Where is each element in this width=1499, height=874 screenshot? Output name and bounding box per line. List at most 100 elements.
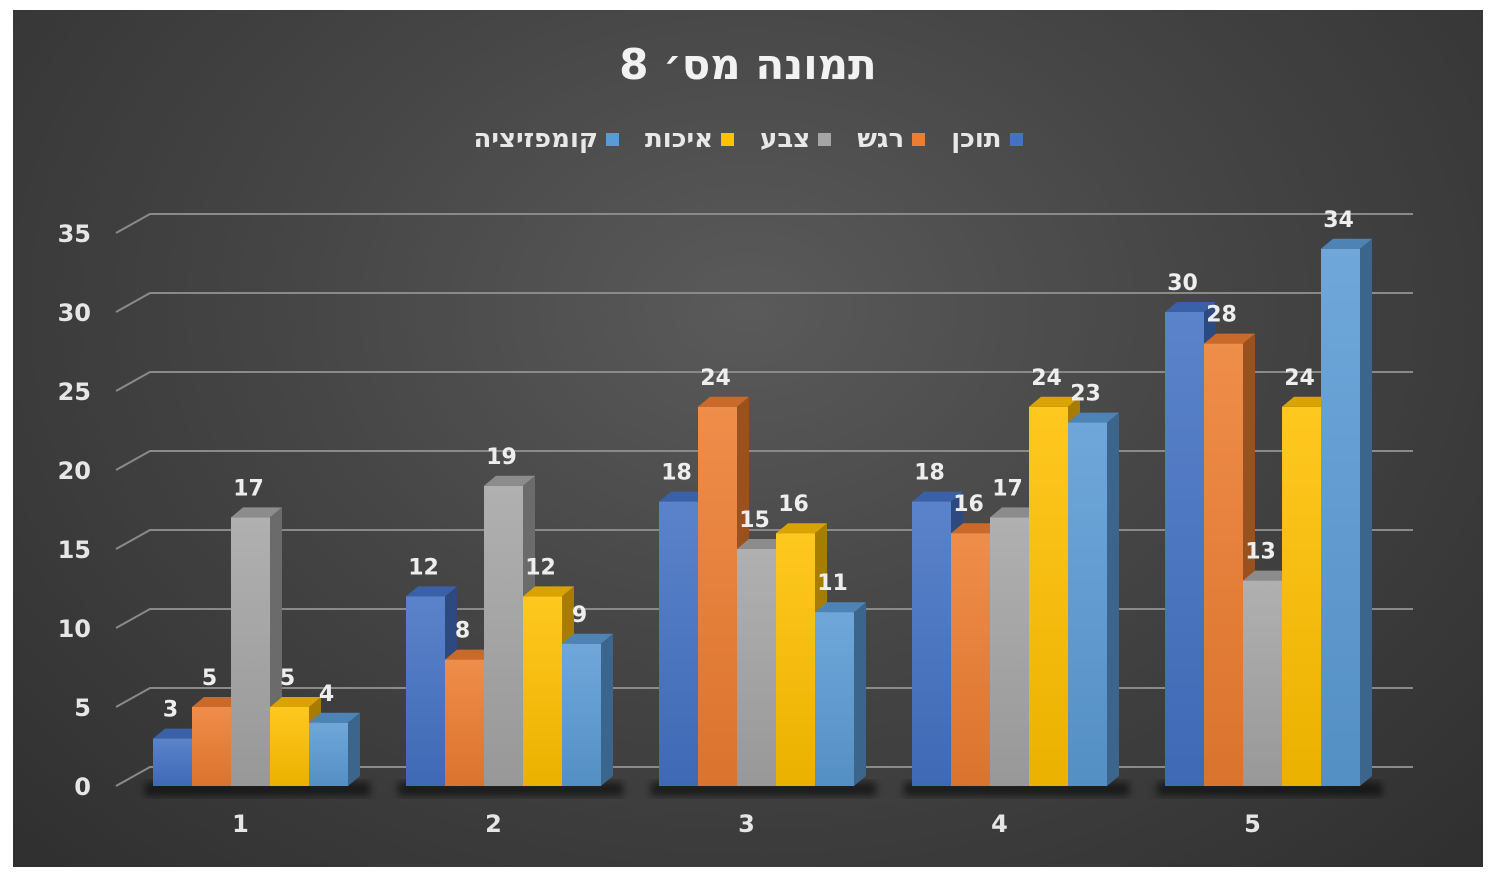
y-tick-label: 0: [74, 773, 91, 801]
x-tick-label: 5: [1244, 810, 1261, 838]
bar-front: [737, 549, 776, 786]
bar-top: [737, 539, 788, 549]
gridline: [115, 292, 1413, 313]
legend-item: תוכן: [951, 124, 1023, 154]
data-label: 15: [739, 508, 770, 533]
bar-top: [231, 507, 282, 518]
data-label: 16: [778, 492, 809, 517]
bar-front: [562, 643, 601, 786]
bar-top: [815, 602, 866, 613]
legend-item: קומפזיציה: [473, 124, 620, 154]
legend-item: צבע: [760, 124, 832, 154]
gridline: [115, 213, 1413, 234]
bar-top: [1321, 238, 1372, 249]
bar-front: [270, 707, 309, 786]
y-tick-label: 15: [58, 536, 91, 564]
legend-swatch: [1009, 132, 1023, 146]
bar: [231, 507, 282, 786]
legend-label: איכות: [645, 124, 714, 154]
bar-front: [1029, 406, 1068, 786]
data-label: 19: [486, 445, 517, 470]
bar: [815, 602, 866, 786]
chart-area: תמונה מס׳ 8 תוכן רגש צבע איכות קומפזיציה 0 5 1…: [13, 10, 1483, 867]
data-label: 12: [525, 555, 556, 580]
bar-side: [1360, 238, 1372, 787]
bar-top: [698, 396, 749, 407]
data-label: 28: [1206, 303, 1237, 328]
legend-item: איכות: [645, 124, 735, 154]
bar-front: [484, 485, 523, 786]
bar-top: [776, 523, 827, 534]
data-label: 17: [992, 476, 1023, 501]
bar-top: [445, 649, 496, 660]
bar-top: [270, 697, 321, 707]
legend-swatch: [912, 132, 926, 146]
bar-front: [776, 533, 815, 786]
y-tick-label: 30: [58, 299, 91, 327]
bar: [309, 712, 360, 786]
legend-label: צבע: [760, 124, 811, 154]
bar-top: [309, 712, 360, 723]
bar-top: [912, 491, 963, 502]
bar-front: [1243, 580, 1282, 786]
y-tick-label: 35: [58, 220, 91, 248]
bar-front: [309, 722, 348, 786]
bar-front: [1204, 343, 1243, 786]
legend-label: רגש: [857, 124, 905, 154]
legend-label: תוכן: [951, 124, 1002, 154]
legend-label: קומפזיציה: [473, 124, 599, 154]
bar-side: [854, 602, 866, 786]
gridline: [115, 371, 1413, 392]
bar-top: [1282, 396, 1333, 407]
y-tick-label: 5: [74, 694, 91, 722]
bar-front: [231, 517, 270, 786]
y-tick-label: 25: [58, 378, 91, 406]
x-tick-label: 1: [232, 810, 249, 838]
bar: [1068, 412, 1119, 786]
bar-top: [484, 475, 535, 486]
bar-front: [659, 501, 698, 786]
bar-front: [1282, 406, 1321, 786]
data-label: 3: [163, 698, 178, 723]
data-label: 5: [202, 666, 217, 691]
bar-top: [153, 728, 204, 739]
legend-swatch: [818, 132, 832, 146]
data-label: 9: [572, 603, 587, 628]
data-label: 17: [233, 476, 264, 501]
data-label: 30: [1167, 271, 1198, 296]
data-label: 24: [1031, 366, 1062, 391]
x-tick-label: 2: [485, 810, 502, 838]
bar-front: [192, 707, 231, 786]
bar-top: [990, 507, 1041, 518]
y-tick-label: 20: [58, 457, 91, 485]
data-label: 5: [280, 666, 295, 691]
data-label: 12: [408, 555, 439, 580]
bar-side: [601, 633, 613, 786]
x-tick-label: 4: [991, 810, 1008, 838]
bar-front: [1068, 422, 1107, 786]
bar-top: [192, 697, 243, 707]
bar-top: [1204, 333, 1255, 344]
data-label: 18: [914, 461, 945, 486]
bar-top: [1029, 396, 1080, 407]
bar: [1321, 238, 1372, 787]
bar: [562, 633, 613, 786]
plot-area: 0510152025303535175411281912921824151611…: [58, 208, 1413, 838]
data-label: 18: [661, 461, 692, 486]
bar-front: [1321, 248, 1360, 787]
chart-title: תמונה מס׳ 8: [619, 40, 877, 89]
bar-side: [1107, 412, 1119, 786]
bar-top: [1243, 570, 1294, 581]
legend-swatch: [606, 132, 620, 146]
bar-front: [698, 406, 737, 786]
legend-swatch: [721, 132, 735, 146]
data-label: 8: [455, 619, 470, 644]
bar-front: [990, 517, 1029, 786]
data-label: 4: [319, 682, 334, 707]
data-label: 16: [953, 492, 984, 517]
bar-top: [406, 586, 457, 597]
bar-side: [348, 712, 360, 786]
bar-top: [1068, 412, 1119, 423]
data-label: 11: [817, 571, 848, 596]
bar-front: [1165, 312, 1204, 786]
